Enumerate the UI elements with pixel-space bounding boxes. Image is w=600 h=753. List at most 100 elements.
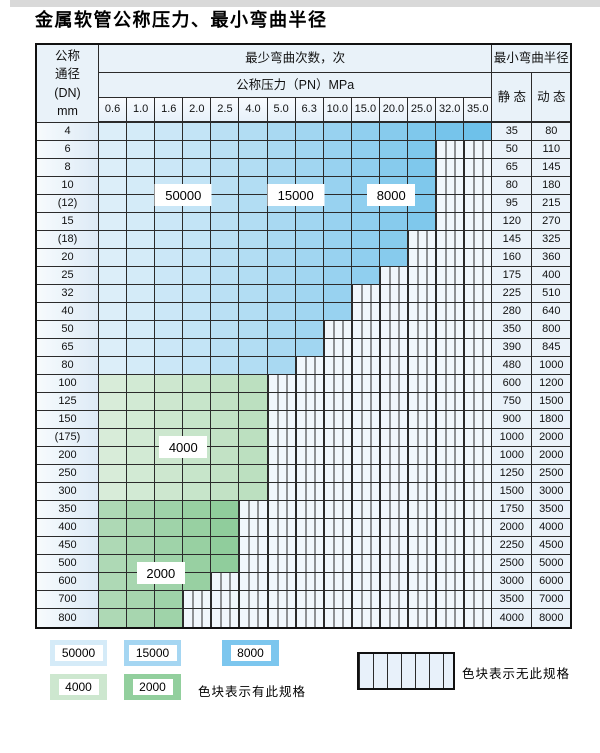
cycle-cell [323, 195, 352, 213]
cycle-cell [295, 285, 324, 303]
no-spec-cell [464, 231, 493, 249]
no-spec-cell [323, 447, 352, 465]
cycle-cell [183, 123, 212, 141]
cycle-cell [267, 285, 296, 303]
no-spec-cell [323, 555, 352, 573]
cycle-cell [295, 249, 324, 267]
cycle-cell [183, 141, 212, 159]
no-spec-cell [464, 177, 493, 195]
dn-cell: 150 [37, 411, 99, 429]
cycle-cell [351, 159, 380, 177]
static-radius-cell: 1250 [492, 465, 533, 483]
no-spec-cell [323, 537, 352, 555]
cycle-cell [211, 483, 240, 501]
cycle-cell [211, 231, 240, 249]
no-spec-cell [351, 519, 380, 537]
static-radius-cell: 1750 [492, 501, 533, 519]
no-spec-cell [464, 357, 493, 375]
cycle-cell [295, 231, 324, 249]
no-spec-cell [351, 573, 380, 591]
cycle-cell [155, 213, 184, 231]
spec-table-grid: 公称 通径 (DN) mm 最少弯曲次数，次 最小弯曲半径 公称压力（PN）MPa 静 态动 … [35, 43, 573, 629]
cycle-cell [351, 123, 380, 141]
no-spec-cell [267, 447, 296, 465]
cycle-cell [211, 123, 240, 141]
cycle-cell [155, 231, 184, 249]
cycle-cell [295, 123, 324, 141]
cycle-cell [211, 357, 240, 375]
no-spec-cell [351, 429, 380, 447]
cycle-cell [99, 303, 128, 321]
cycle-cell [351, 213, 380, 231]
cycle-cell [127, 375, 156, 393]
dn-cell: 15 [37, 213, 99, 231]
cycle-cell [127, 123, 156, 141]
no-spec-cell [351, 447, 380, 465]
no-spec-cell [379, 285, 409, 303]
no-spec-cell [295, 375, 324, 393]
no-spec-cell [267, 483, 296, 501]
no-spec-cell [436, 159, 465, 177]
static-header: 静 态 [492, 73, 533, 123]
no-spec-cell [436, 609, 465, 627]
cycle-cell [99, 519, 128, 537]
no-spec-cell [379, 411, 409, 429]
no-spec-cell [408, 411, 437, 429]
no-spec-cell [408, 537, 437, 555]
no-spec-cell [464, 609, 493, 627]
no-spec-cell [267, 519, 296, 537]
cycle-cell [183, 483, 212, 501]
cycle-cell [99, 573, 128, 591]
no-spec-cell [436, 141, 465, 159]
cycle-cell [127, 141, 156, 159]
cycle-cell [99, 483, 128, 501]
legend-swatch-4000: 4000 [50, 674, 107, 700]
cycle-cell [127, 195, 156, 213]
no-spec-cell [295, 357, 324, 375]
no-spec-cell [295, 501, 324, 519]
cycle-cell [379, 123, 409, 141]
no-spec-cell [464, 573, 493, 591]
cycle-cell [127, 429, 156, 447]
cycle-cell [99, 429, 128, 447]
dynamic-header: 动 态 [532, 73, 571, 123]
cycle-cell [323, 249, 352, 267]
cycle-cell [127, 411, 156, 429]
cycle-cell [323, 303, 352, 321]
dynamic-radius-cell: 2000 [532, 429, 571, 447]
no-spec-cell [295, 393, 324, 411]
no-spec-cell [379, 267, 409, 285]
cycle-cell [127, 483, 156, 501]
no-spec-cell [436, 303, 465, 321]
static-radius-cell: 480 [492, 357, 533, 375]
no-spec-cell [408, 465, 437, 483]
cycle-cell [295, 339, 324, 357]
cycle-cell [183, 357, 212, 375]
cycle-cell [267, 267, 296, 285]
cycle-cell [183, 465, 212, 483]
no-spec-cell [464, 465, 493, 483]
dynamic-radius-cell: 360 [532, 249, 571, 267]
no-spec-cell [323, 393, 352, 411]
static-radius-cell: 900 [492, 411, 533, 429]
cycle-cell [99, 321, 128, 339]
cycle-cell [155, 249, 184, 267]
cycle-cell [183, 339, 212, 357]
cycle-cell [211, 555, 240, 573]
dynamic-radius-cell: 510 [532, 285, 571, 303]
no-spec-cell [351, 285, 380, 303]
cycle-cell [295, 213, 324, 231]
cycle-cell [295, 141, 324, 159]
no-spec-cell [239, 609, 268, 627]
dynamic-radius-cell: 145 [532, 159, 571, 177]
cycle-cell [155, 483, 184, 501]
cycle-cell [183, 555, 212, 573]
no-spec-cell [464, 501, 493, 519]
no-spec-cell [239, 537, 268, 555]
legend-swatch-label: 4000 [58, 679, 99, 695]
static-radius-cell: 1500 [492, 483, 533, 501]
no-spec-cell [183, 609, 212, 627]
cycle-cell [211, 285, 240, 303]
static-radius-cell: 145 [492, 231, 533, 249]
cycle-cell [99, 555, 128, 573]
